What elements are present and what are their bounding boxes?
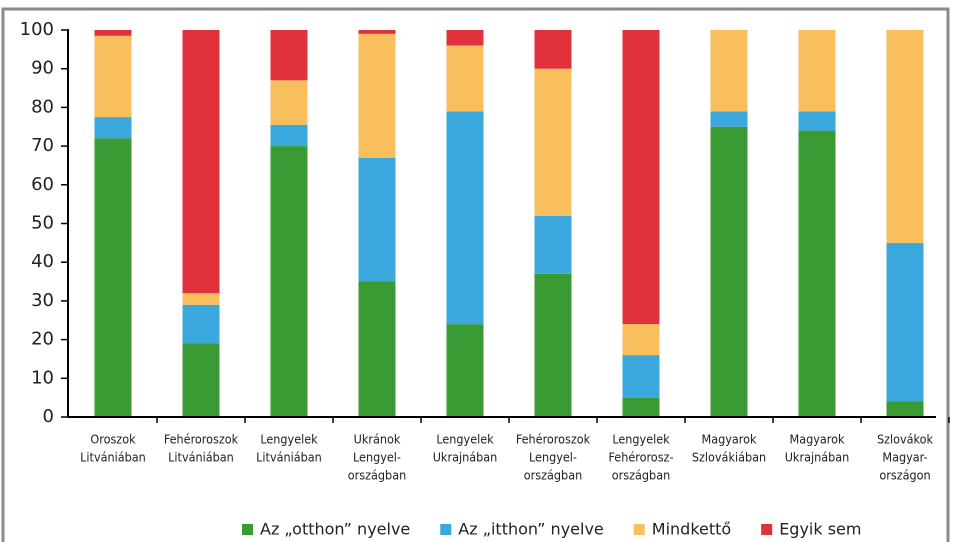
bar-segment — [798, 130, 836, 417]
bar-segment — [534, 215, 572, 274]
bar-segment — [446, 45, 484, 112]
x-tick-label: Litvániában — [80, 450, 146, 465]
x-tick-label: Litvániában — [168, 450, 234, 465]
bar-segment — [534, 273, 572, 417]
x-tick-label: országon — [879, 468, 930, 483]
bar-segment — [622, 397, 660, 417]
x-tick-label: Ukrajnában — [785, 450, 850, 465]
y-tick-label: 60 — [31, 174, 54, 195]
x-tick-label: Lengyelek — [260, 432, 318, 447]
x-tick-label: Lengyelek — [436, 432, 494, 447]
x-tick-label: Szlovákok — [877, 432, 934, 447]
bar-segment — [358, 157, 396, 282]
x-tick-label: Ukrajnában — [433, 450, 498, 465]
bar-segment — [886, 401, 924, 417]
x-tick-label: országban — [612, 468, 670, 483]
bar-segment — [270, 30, 308, 81]
x-tick-label: Ukránok — [354, 432, 401, 447]
y-tick-label: 100 — [20, 19, 54, 40]
y-tick-label: 50 — [31, 213, 54, 234]
y-tick-label: 30 — [31, 290, 54, 311]
bar-segment — [358, 281, 396, 417]
x-tick-label: országban — [524, 468, 582, 483]
x-tick-label: Magyar- — [882, 450, 927, 465]
bar-segment — [182, 304, 220, 344]
x-tick-label: Oroszok — [90, 432, 136, 447]
bar-segment — [358, 33, 396, 158]
y-tick-label: 0 — [43, 406, 54, 427]
legend-label: Az „otthon” nyelve — [260, 520, 410, 539]
y-tick-label: 80 — [31, 96, 54, 117]
bar-segment — [182, 343, 220, 417]
bar-segment — [886, 242, 924, 402]
bar-segment — [710, 126, 748, 417]
bar-segment — [622, 355, 660, 398]
bar-segment — [710, 111, 748, 127]
x-tick-label: Lengyel- — [529, 450, 577, 465]
bar-segment — [622, 30, 660, 325]
y-tick-label: 40 — [31, 251, 54, 272]
x-tick-label: Magyarok — [701, 432, 757, 447]
legend-swatch — [633, 524, 645, 535]
bar-segment — [622, 324, 660, 356]
bar-segment — [446, 111, 484, 325]
bar-segment — [358, 30, 396, 34]
y-tick-label: 90 — [31, 58, 54, 79]
legend-swatch — [761, 524, 773, 535]
bar-segment — [270, 146, 308, 417]
x-tick-label: Szlovákiában — [692, 450, 766, 465]
bar-segment — [94, 138, 132, 418]
x-tick-label: Magyarok — [789, 432, 845, 447]
x-tick-label: Lengyelek — [612, 432, 670, 447]
bar-segment — [94, 35, 132, 118]
bar-segment — [534, 30, 572, 69]
bar-segment — [534, 68, 572, 216]
y-tick-label: 70 — [31, 135, 54, 156]
legend-label: Egyik sem — [779, 520, 861, 539]
bar-segment — [886, 30, 924, 243]
bar-segment — [798, 111, 836, 131]
bar-segment — [94, 117, 132, 139]
bar-segment — [270, 124, 308, 147]
bar-segment — [182, 293, 220, 305]
y-tick-label: 20 — [31, 329, 54, 350]
x-tick-label: Lengyel- — [353, 450, 401, 465]
legend-label: Az „itthon” nyelve — [458, 520, 604, 539]
legend-swatch — [440, 524, 452, 535]
y-tick-label: 10 — [31, 367, 54, 388]
x-tick-label: Litvániában — [256, 450, 322, 465]
x-tick-label: Fehéroroszok — [516, 432, 591, 447]
x-tick-label: Fehéroroszok — [164, 432, 239, 447]
bar-segment — [446, 30, 484, 46]
bar-segment — [798, 30, 836, 112]
bar-segment — [182, 30, 220, 294]
legend-label: Mindkettő — [652, 520, 731, 539]
bar-segment — [446, 324, 484, 417]
bar-segment — [270, 80, 308, 125]
bar-segment — [710, 30, 748, 112]
x-tick-label: országban — [348, 468, 406, 483]
legend-swatch — [242, 524, 253, 535]
x-tick-label: Fehérorosz- — [608, 450, 673, 465]
bar-segment — [94, 30, 132, 36]
frame — [1, 7, 950, 542]
